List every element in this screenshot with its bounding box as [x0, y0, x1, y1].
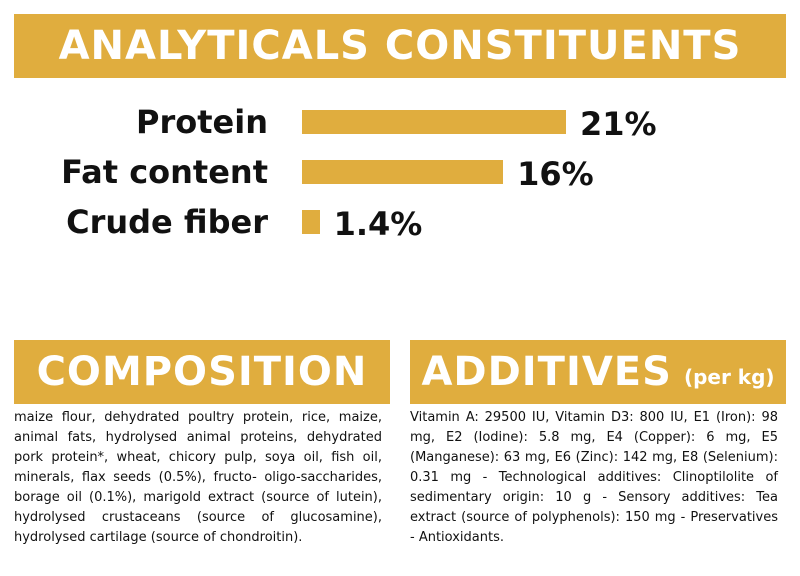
bar: [302, 110, 566, 134]
chart-title: ANALYTICALS CONSTITUENTS: [58, 23, 742, 69]
category-label: Fat content: [61, 153, 268, 191]
category-label: Protein: [136, 103, 268, 141]
composition-title: COMPOSITION: [36, 349, 368, 395]
bar: [302, 160, 504, 184]
additives-band: ADDITIVES (per kg): [410, 340, 786, 404]
value-label: 21%: [580, 105, 657, 143]
value-label: 1.4%: [333, 205, 423, 243]
value-label: 16%: [517, 155, 594, 193]
additives-note: (per kg): [683, 365, 775, 389]
bar: [302, 210, 320, 234]
category-label: Crude fiber: [66, 203, 268, 241]
additives-title: ADDITIVES: [421, 349, 672, 395]
composition-text: maize flour, dehydrated poultry protein,…: [14, 410, 382, 545]
additives-text: Vitamin A: 29500 IU, Vitamin D3: 800 IU,…: [410, 410, 778, 545]
title-band: ANALYTICALS CONSTITUENTS: [14, 14, 786, 78]
composition-band: COMPOSITION: [14, 340, 390, 404]
